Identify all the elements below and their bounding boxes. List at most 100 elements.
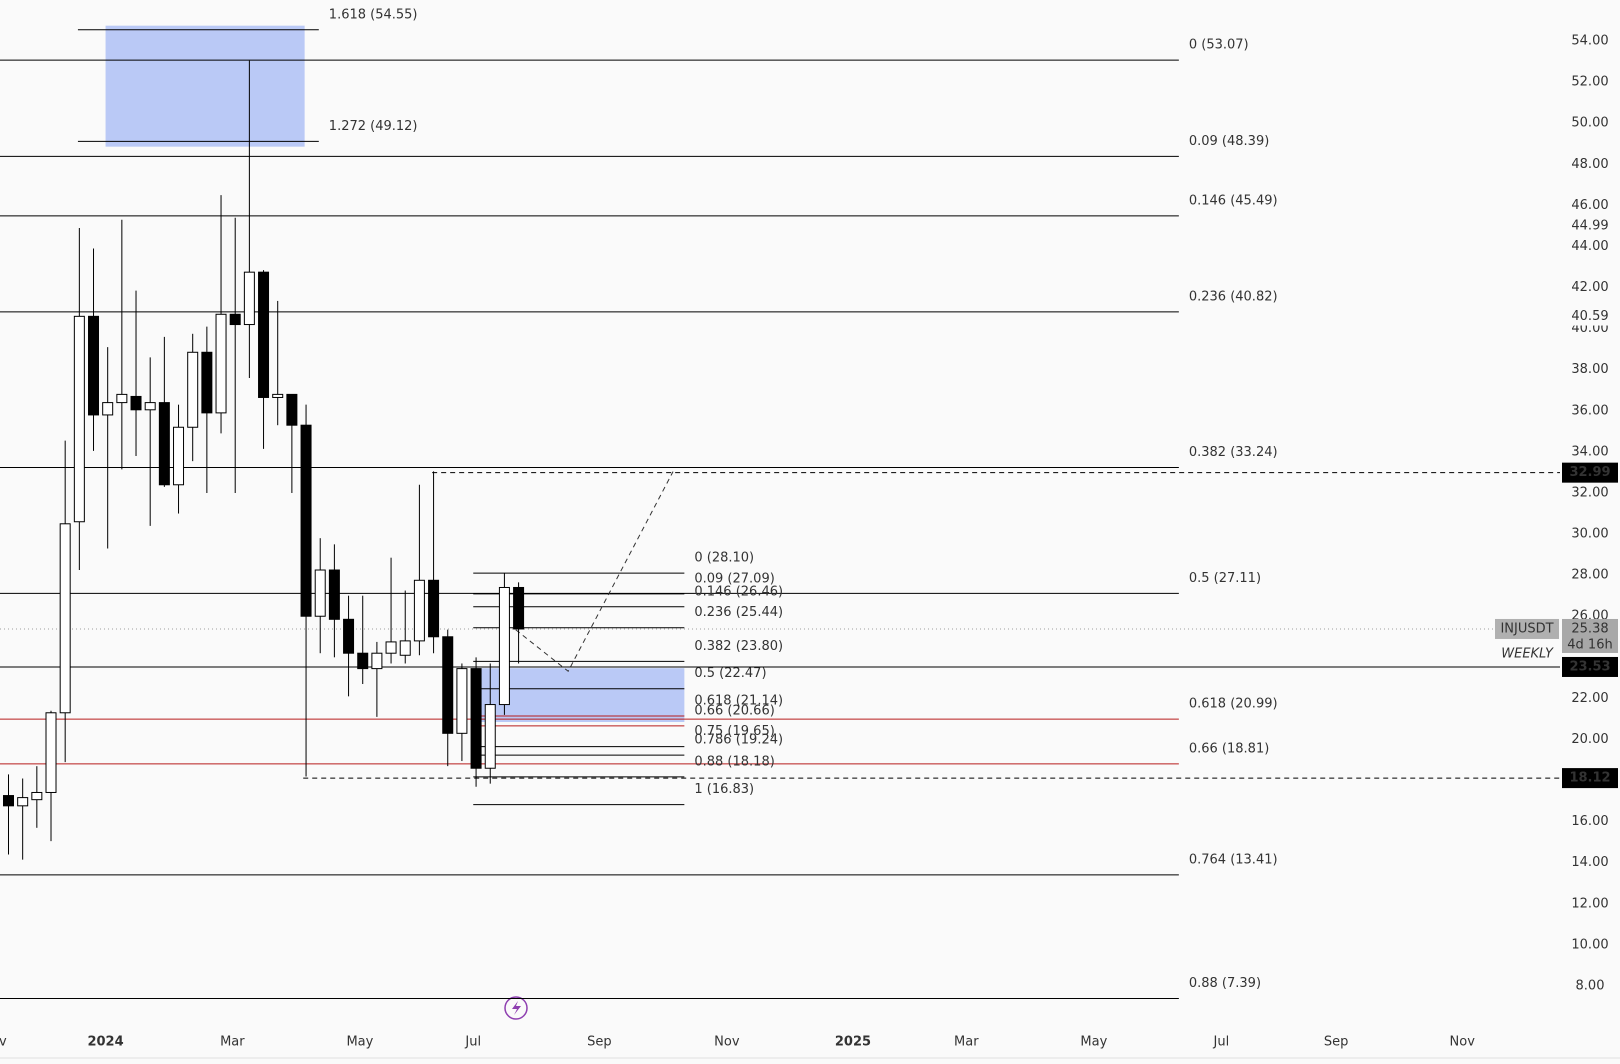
y-tick-label: 54.00	[1571, 34, 1608, 49]
y-tick-label: 12.00	[1571, 896, 1608, 911]
candle-body	[498, 586, 510, 706]
x-tick-label: Nov	[1450, 1035, 1476, 1050]
candle-body	[470, 668, 482, 769]
current-price-label: 25.38	[1571, 621, 1608, 636]
y-tick-label: 42.00	[1571, 280, 1608, 295]
x-tick-label: May	[1080, 1035, 1107, 1050]
candle-body	[144, 402, 156, 411]
y-tick-label: 52.00	[1571, 75, 1608, 90]
candle-body	[286, 393, 298, 426]
icon-circle	[504, 996, 528, 1020]
fib-label: 0.09 (48.39)	[1189, 134, 1269, 149]
projection-path	[515, 471, 674, 673]
fib-label: 0.146 (26.46)	[694, 584, 783, 599]
candle-body	[357, 652, 369, 670]
candle-body	[45, 712, 57, 793]
y-tick-label: 38.00	[1571, 362, 1608, 377]
symbol-tag	[1495, 618, 1559, 639]
fib-label: 0.618 (21.14)	[694, 694, 783, 709]
price-tag-label: 32.99	[1569, 465, 1610, 480]
candle-body	[343, 618, 355, 654]
candle-body	[3, 795, 15, 807]
candle-body	[31, 791, 43, 801]
x-tick-label: 2025	[835, 1035, 871, 1050]
price-tag-label: 23.53	[1569, 659, 1610, 674]
candle-body	[187, 351, 199, 428]
candle-body	[158, 402, 170, 486]
fib-label: 0.236 (25.44)	[694, 605, 783, 620]
candle-body	[328, 569, 340, 620]
fib-label: 0.88 (18.18)	[694, 754, 774, 769]
y-tick-label: 34.00	[1571, 444, 1608, 459]
alert-tag	[1562, 307, 1618, 326]
fib-label: 0.88 (7.39)	[1189, 976, 1261, 991]
y-tick-label: 20.00	[1571, 732, 1608, 747]
candle-body	[243, 271, 255, 326]
icon-bolt	[512, 1001, 521, 1015]
y-tick-label: 8.00	[1576, 978, 1605, 993]
candle-body	[413, 579, 425, 642]
candle-body	[442, 636, 454, 734]
y-tick-label: 14.00	[1571, 855, 1608, 870]
fib-label: 1.618 (54.55)	[329, 7, 418, 22]
fib-label: 0.5 (27.11)	[1189, 571, 1261, 586]
candle-body	[229, 313, 241, 326]
fib-label: 0.146 (45.49)	[1189, 193, 1278, 208]
alert-tag	[1562, 217, 1618, 236]
fib-label: 1.272 (49.12)	[329, 119, 418, 134]
candle-body	[513, 586, 525, 630]
fib-label: 0.66 (18.81)	[1189, 741, 1269, 756]
symbol-label: INJUSDT	[1500, 621, 1553, 636]
x-tick-label: Jul	[464, 1035, 481, 1050]
candle-body	[116, 393, 128, 404]
x-tick-label: Jul	[1213, 1035, 1230, 1050]
fib-label: 0.75 (19.65)	[694, 724, 774, 739]
y-tick-label: 48.00	[1571, 157, 1608, 172]
candle-body	[17, 797, 29, 807]
fib-label: 0 (53.07)	[1189, 38, 1249, 53]
fib-label: 0.09 (27.09)	[694, 571, 774, 586]
x-tick-label: Sep	[587, 1035, 612, 1050]
y-tick-label: 32.00	[1571, 485, 1608, 500]
fib-label: 0.236 (40.82)	[1189, 289, 1278, 304]
candle-body	[385, 641, 397, 654]
x-tick-label: May	[346, 1035, 373, 1050]
interval-label: WEEKLY	[1501, 646, 1554, 661]
fib-label: 0 (28.10)	[694, 551, 754, 566]
candle-body	[314, 569, 326, 617]
x-tick-label: Mar	[220, 1035, 245, 1050]
current-price-tag	[1562, 618, 1618, 653]
candle-body	[88, 315, 100, 416]
fib-label: 1 (16.83)	[694, 782, 754, 797]
fib-label: 0.5 (22.47)	[694, 666, 766, 681]
candle-body	[215, 313, 227, 414]
x-tick-label: 2024	[87, 1035, 123, 1050]
x-tick-label: Mar	[954, 1035, 979, 1050]
alert-label: 40.59	[1571, 309, 1608, 324]
countdown-label: 4d 16h	[1567, 637, 1612, 652]
fib-label: 0.786 (19.24)	[694, 733, 783, 748]
candle-body	[456, 668, 468, 734]
price-tag-label: 18.12	[1569, 771, 1610, 786]
candle-body	[73, 315, 85, 523]
fib-zone	[105, 25, 305, 147]
candle-body	[102, 402, 114, 416]
candle-body	[371, 652, 383, 670]
candle-body	[484, 704, 496, 769]
candle-body	[272, 393, 284, 398]
x-tick-label: Nov	[714, 1035, 740, 1050]
replay-icon[interactable]	[504, 996, 528, 1020]
x-tick-label: Sep	[1324, 1035, 1349, 1050]
fib-label: 0.382 (33.24)	[1189, 445, 1278, 460]
candle-body	[173, 426, 185, 486]
price-tag	[1562, 768, 1618, 789]
fib-label: 0.66 (20.66)	[694, 703, 774, 718]
y-tick-label: 28.00	[1571, 568, 1608, 583]
candle-body	[130, 395, 142, 411]
candle-body	[399, 640, 411, 656]
y-tick-label: 46.00	[1571, 198, 1608, 213]
y-tick-label: 10.00	[1571, 937, 1608, 952]
